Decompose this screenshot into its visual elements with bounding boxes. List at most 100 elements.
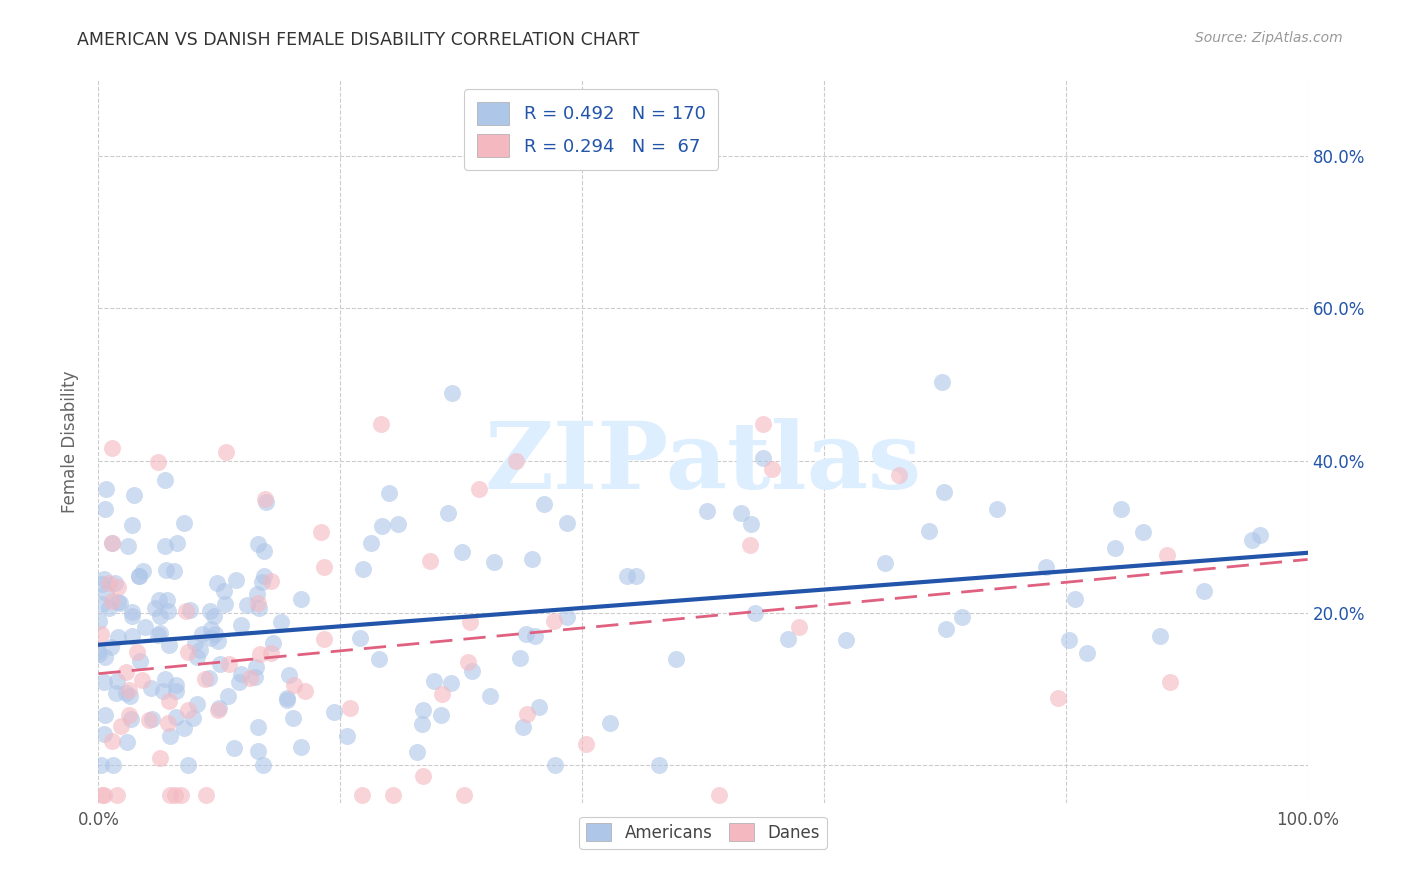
Point bbox=[873, 556, 896, 570]
Point bbox=[889, 467, 911, 482]
Point bbox=[1059, 632, 1081, 647]
Point bbox=[253, 569, 276, 583]
Point bbox=[276, 690, 298, 705]
Point bbox=[555, 609, 578, 624]
Point bbox=[101, 535, 124, 549]
Point bbox=[761, 462, 783, 476]
Point bbox=[143, 601, 166, 615]
Point bbox=[107, 630, 129, 644]
Point bbox=[934, 622, 956, 636]
Point bbox=[527, 700, 550, 714]
Point bbox=[787, 620, 810, 634]
Point bbox=[252, 757, 274, 772]
Point bbox=[149, 609, 172, 624]
Point bbox=[453, 788, 475, 802]
Point bbox=[349, 631, 371, 645]
Point bbox=[218, 657, 240, 672]
Point bbox=[249, 647, 271, 661]
Point bbox=[931, 375, 953, 389]
Point bbox=[93, 502, 115, 516]
Text: AMERICAN VS DANISH FEMALE DISABILITY CORRELATION CHART: AMERICAN VS DANISH FEMALE DISABILITY COR… bbox=[77, 31, 640, 49]
Point bbox=[207, 634, 229, 648]
Point bbox=[520, 552, 543, 566]
Point bbox=[648, 757, 671, 772]
Point bbox=[1109, 501, 1132, 516]
Point bbox=[461, 664, 484, 678]
Point bbox=[339, 701, 361, 715]
Point bbox=[173, 516, 195, 531]
Point bbox=[322, 706, 344, 720]
Point bbox=[1192, 583, 1215, 598]
Point bbox=[411, 716, 433, 731]
Point bbox=[125, 645, 148, 659]
Point bbox=[174, 604, 197, 618]
Point bbox=[194, 788, 217, 802]
Point bbox=[117, 539, 139, 553]
Point bbox=[108, 596, 131, 610]
Point bbox=[110, 719, 132, 733]
Point bbox=[177, 645, 200, 659]
Point bbox=[1104, 541, 1126, 555]
Point bbox=[253, 491, 276, 506]
Y-axis label: Female Disability: Female Disability bbox=[60, 370, 79, 513]
Point bbox=[101, 441, 124, 455]
Point bbox=[290, 592, 312, 607]
Point bbox=[412, 768, 434, 782]
Point bbox=[179, 603, 201, 617]
Point bbox=[107, 580, 129, 594]
Point bbox=[254, 495, 277, 509]
Point bbox=[314, 632, 336, 646]
Point bbox=[91, 597, 114, 611]
Point bbox=[101, 734, 124, 748]
Point bbox=[352, 788, 374, 802]
Point bbox=[247, 744, 270, 758]
Point bbox=[100, 640, 122, 655]
Point bbox=[370, 417, 392, 431]
Point bbox=[336, 729, 359, 743]
Point bbox=[381, 788, 404, 802]
Point bbox=[378, 486, 401, 500]
Point bbox=[202, 609, 225, 624]
Point bbox=[166, 535, 188, 549]
Point bbox=[148, 593, 170, 607]
Point bbox=[543, 615, 565, 629]
Point bbox=[177, 757, 200, 772]
Point bbox=[1250, 528, 1272, 542]
Point bbox=[352, 562, 374, 576]
Point bbox=[121, 517, 143, 532]
Point bbox=[198, 604, 221, 618]
Point bbox=[105, 788, 128, 802]
Point bbox=[205, 575, 228, 590]
Point bbox=[247, 596, 270, 610]
Point bbox=[146, 628, 169, 642]
Point bbox=[87, 647, 110, 661]
Point bbox=[371, 519, 394, 533]
Point bbox=[131, 673, 153, 688]
Text: Source: ZipAtlas.com: Source: ZipAtlas.com bbox=[1195, 31, 1343, 45]
Point bbox=[752, 450, 775, 465]
Point bbox=[94, 708, 117, 723]
Point bbox=[188, 643, 211, 657]
Point bbox=[437, 506, 460, 520]
Point bbox=[121, 629, 143, 643]
Point bbox=[208, 657, 231, 672]
Point bbox=[512, 720, 534, 734]
Point bbox=[740, 516, 762, 531]
Point bbox=[387, 516, 409, 531]
Point bbox=[184, 636, 207, 650]
Point bbox=[231, 667, 253, 681]
Point bbox=[599, 716, 621, 731]
Point bbox=[515, 626, 537, 640]
Point bbox=[157, 694, 180, 708]
Point bbox=[128, 569, 150, 583]
Point bbox=[91, 788, 114, 802]
Point bbox=[121, 605, 143, 619]
Point bbox=[107, 595, 129, 609]
Point bbox=[950, 610, 973, 624]
Point bbox=[247, 600, 270, 615]
Point bbox=[105, 674, 128, 689]
Point bbox=[200, 622, 222, 636]
Point bbox=[163, 564, 186, 578]
Point bbox=[153, 672, 176, 686]
Point bbox=[115, 734, 138, 748]
